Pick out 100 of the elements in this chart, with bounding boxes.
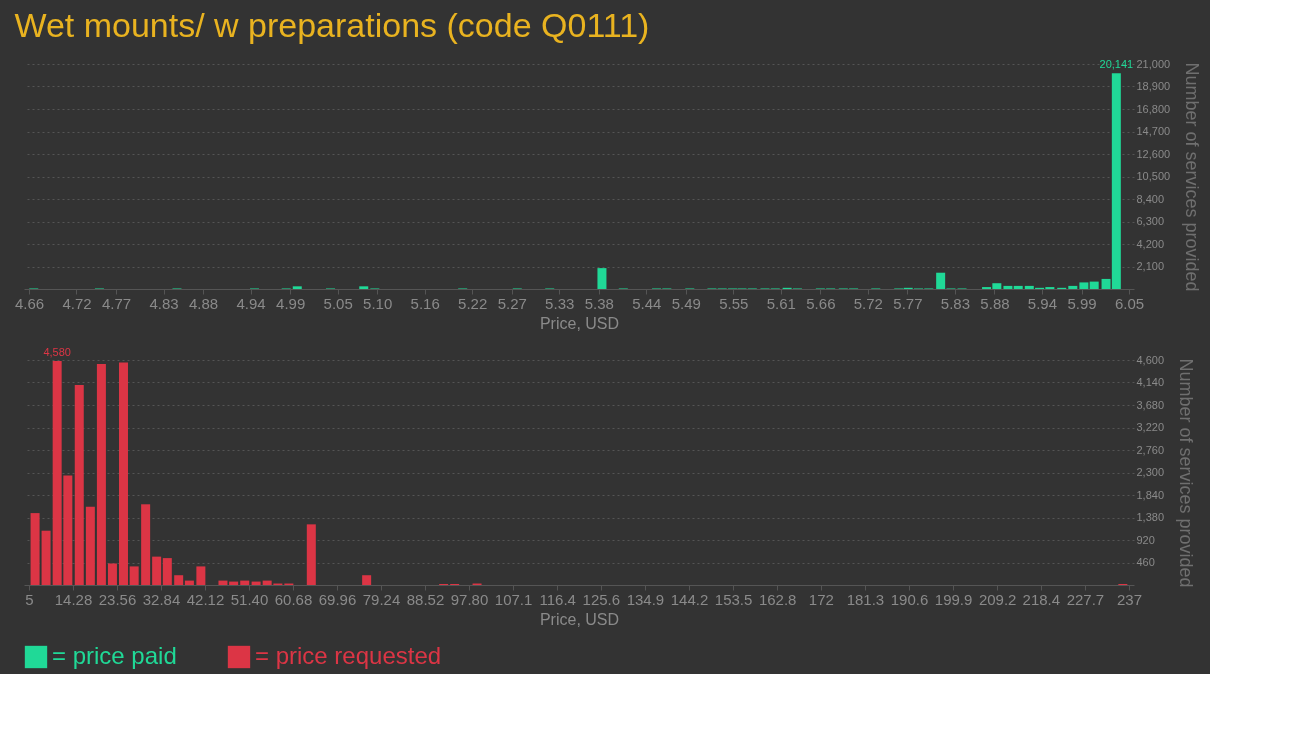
y-tick-label: 3,680 xyxy=(1136,398,1165,411)
bar xyxy=(30,513,40,585)
x-tick-label: 162.8 xyxy=(758,590,797,608)
bar xyxy=(1089,281,1099,289)
x-tick-label: 5.16 xyxy=(410,294,440,312)
bar xyxy=(359,286,369,289)
y-tick-label: 2,760 xyxy=(1136,443,1165,456)
x-tick-label: 5.44 xyxy=(632,294,662,312)
bar xyxy=(597,268,607,289)
x-tick-label: 88.52 xyxy=(406,590,445,608)
x-tick-label: 5.61 xyxy=(766,294,796,312)
x-tick-label: 4.83 xyxy=(149,294,179,312)
y-tick-label: 21,000 xyxy=(1136,57,1171,70)
x-tick-label: 125.6 xyxy=(582,590,621,608)
x-tick-label: 5.49 xyxy=(671,294,701,312)
bar xyxy=(306,524,316,585)
bar xyxy=(152,556,162,585)
x-tick-label: 51.40 xyxy=(230,590,269,608)
x-tick-label: 153.5 xyxy=(714,590,753,608)
x-tick-label: 5.99 xyxy=(1067,294,1097,312)
x-tick-label: 107.1 xyxy=(494,590,533,608)
x-tick-label: 14.28 xyxy=(54,590,93,608)
x-tick-label: 5 xyxy=(25,590,34,608)
bar xyxy=(362,575,372,585)
x-tick-label: 69.96 xyxy=(318,590,357,608)
y-tick-label: 10,500 xyxy=(1136,170,1171,182)
bar xyxy=(218,580,228,585)
x-tick-label: 4.94 xyxy=(236,294,266,312)
y-tick-label: 16,800 xyxy=(1136,102,1171,115)
x-tick-label: 5.88 xyxy=(980,294,1010,312)
y-axis-title: Number of services provided xyxy=(1176,358,1197,588)
bar xyxy=(141,504,151,585)
x-tick-label: 218.4 xyxy=(1022,590,1061,608)
bar xyxy=(1013,285,1023,289)
x-tick-label: 60.68 xyxy=(274,590,313,608)
y-tick-label: 4,200 xyxy=(1136,237,1165,250)
legend-label: = price paid xyxy=(52,642,177,669)
x-tick-label: 116.4 xyxy=(539,590,576,608)
x-tick-label: 4.99 xyxy=(276,294,306,312)
x-axis-title: Price, USD xyxy=(539,610,620,628)
x-tick-label: 4.66 xyxy=(14,294,45,312)
x-tick-label: 4.77 xyxy=(101,294,132,312)
x-tick-label: 5.66 xyxy=(806,294,836,312)
x-tick-label: 5.77 xyxy=(893,294,923,312)
x-tick-label: 172 xyxy=(808,590,834,608)
bar xyxy=(41,530,51,585)
x-tick-label: 237 xyxy=(1116,590,1143,608)
x-tick-label: 97.80 xyxy=(450,590,489,608)
x-tick-label: 209.2 xyxy=(978,590,1017,608)
chart-title: Wet mounts/ w preparations (code Q0111) xyxy=(14,6,650,44)
y-tick-label: 3,220 xyxy=(1136,421,1165,433)
y-tick-label: 920 xyxy=(1136,533,1155,546)
x-tick-label: 6.05 xyxy=(1114,294,1145,312)
y-tick-label: 18,900 xyxy=(1136,80,1171,92)
x-tick-label: 5.33 xyxy=(545,294,575,312)
bar xyxy=(240,580,250,585)
y-tick-label: 1,380 xyxy=(1136,511,1165,523)
bar xyxy=(74,384,84,585)
bar xyxy=(1068,285,1078,289)
x-tick-label: 5.55 xyxy=(719,294,749,312)
x-tick-label: 5.22 xyxy=(458,294,488,312)
data-label: 20,141 xyxy=(1099,58,1134,71)
y-tick-label: 4,140 xyxy=(1136,376,1165,388)
x-tick-label: 42.12 xyxy=(186,590,225,608)
x-tick-label: 23.56 xyxy=(98,590,137,608)
x-tick-label: 5.72 xyxy=(853,294,883,312)
x-tick-label: 5.94 xyxy=(1027,294,1058,312)
bar xyxy=(292,286,302,289)
y-tick-label: 14,700 xyxy=(1136,125,1171,137)
x-tick-label: 4.88 xyxy=(189,294,219,312)
y-tick-label: 460 xyxy=(1136,556,1155,568)
y-tick-label: 4,600 xyxy=(1136,353,1165,366)
x-tick-label: 5.27 xyxy=(497,294,527,312)
y-tick-label: 8,400 xyxy=(1136,192,1165,205)
bar xyxy=(129,566,139,585)
y-tick-label: 12,600 xyxy=(1136,147,1171,160)
x-tick-label: 134.9 xyxy=(626,590,665,608)
y-tick-label: 6,300 xyxy=(1136,215,1165,227)
y-axis-title: Number of services provided xyxy=(1182,62,1203,292)
data-label: 4,580 xyxy=(43,345,71,358)
bar xyxy=(196,566,206,585)
x-tick-label: 199.9 xyxy=(934,590,973,608)
x-tick-label: 144.2 xyxy=(670,590,709,608)
bar xyxy=(1003,285,1013,289)
bar xyxy=(107,563,117,585)
x-tick-label: 5.05 xyxy=(323,294,353,312)
x-tick-label: 5.83 xyxy=(940,294,970,312)
legend-label: = price requested xyxy=(255,642,442,669)
y-tick-label: 2,300 xyxy=(1136,466,1165,478)
bar xyxy=(174,575,184,585)
x-tick-label: 190.6 xyxy=(890,590,929,608)
bar xyxy=(184,580,194,585)
x-tick-label: 32.84 xyxy=(142,590,181,608)
x-tick-label: 227.7 xyxy=(1066,590,1105,608)
bar xyxy=(119,362,128,585)
x-tick-label: 4.72 xyxy=(62,294,92,312)
y-tick-label: 2,100 xyxy=(1136,260,1165,272)
bar xyxy=(1079,282,1089,289)
x-tick-label: 5.10 xyxy=(363,294,393,312)
bar xyxy=(85,506,95,585)
